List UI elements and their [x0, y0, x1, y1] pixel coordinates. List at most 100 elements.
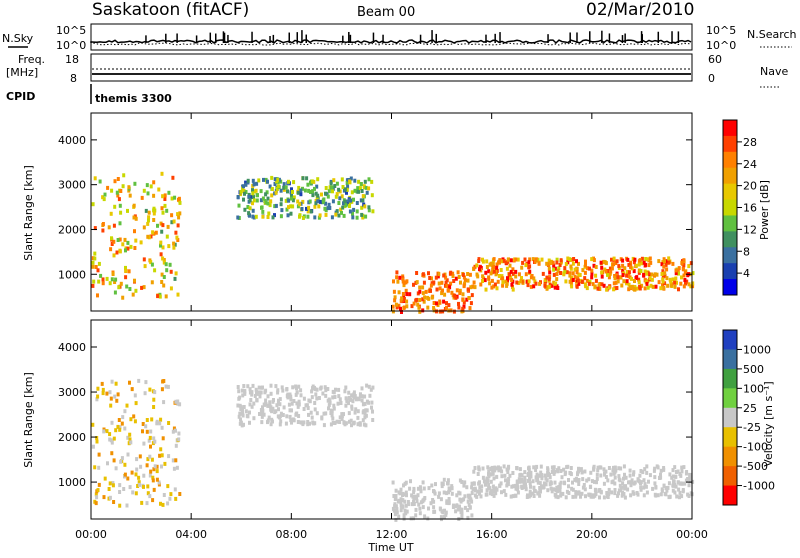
power-cell [509, 275, 513, 280]
power-cell [275, 186, 279, 191]
power-cell [299, 192, 303, 197]
power-cell [440, 291, 444, 296]
power-cell [556, 286, 560, 290]
power-cell [144, 208, 148, 213]
velocity-cell [134, 401, 138, 406]
power-cell [461, 297, 465, 302]
power-cell [653, 272, 657, 277]
power-cell [547, 284, 551, 289]
velocity-cell [544, 482, 548, 487]
velocity-cell [290, 408, 293, 413]
velocity-cell [95, 436, 99, 440]
power-cell [162, 283, 166, 288]
power-colorbar-tick-label: 24 [743, 158, 757, 171]
power-cell [133, 246, 137, 250]
power-cell [175, 235, 179, 240]
velocity-cell [531, 491, 535, 496]
velocity-cell [454, 509, 458, 514]
power-cell [612, 287, 616, 292]
power-cell [255, 198, 259, 203]
power-cell [428, 276, 432, 280]
power-cell [682, 273, 686, 278]
velocity-cell [678, 481, 682, 486]
velocity-cell [680, 494, 684, 499]
power-cell [687, 264, 691, 269]
velocity-cell [466, 493, 470, 498]
velocity-cell [470, 481, 474, 486]
velocity-cell [276, 390, 280, 395]
x-tick-label: 20:00 [576, 528, 608, 541]
power-cell [309, 209, 313, 214]
velocity-cell [588, 493, 592, 498]
power-cell [644, 257, 648, 261]
velocity-cell [437, 494, 441, 499]
power-cell [638, 258, 642, 263]
velocity-cell [406, 500, 410, 504]
power-cell [357, 189, 361, 194]
power-cell [147, 218, 150, 223]
velocity-cell [414, 513, 418, 518]
power-cell [646, 285, 650, 290]
noise-tick-left-bottom: 10^0 [56, 39, 86, 52]
velocity-cell [150, 417, 154, 422]
power-cell [629, 265, 633, 270]
velocity-cell [359, 392, 362, 397]
power-cell [550, 283, 554, 288]
power-cell [632, 260, 636, 265]
velocity-cell [96, 488, 100, 493]
power-cell [292, 180, 296, 185]
velocity-cell [618, 483, 622, 488]
power-cell [506, 278, 509, 283]
power-cell [493, 282, 497, 287]
velocity-cell [106, 461, 109, 466]
velocity-cell [688, 473, 692, 477]
velocity-cell [639, 469, 643, 473]
velocity-cell [645, 464, 649, 469]
velocity-cell [529, 474, 533, 479]
velocity-cell [324, 393, 328, 398]
velocity-cell [632, 491, 636, 496]
velocity-cell [151, 478, 155, 483]
power-cell [448, 285, 452, 290]
velocity-cell [108, 390, 112, 395]
y-tick-label: 4000 [58, 134, 86, 147]
velocity-cell [542, 485, 546, 490]
power-cell [543, 278, 547, 282]
velocity-cell [242, 384, 246, 388]
velocity-cell [364, 423, 368, 428]
power-cell [305, 176, 309, 181]
power-cell [332, 178, 336, 183]
x-tick-label: 16:00 [476, 528, 508, 541]
velocity-cell [581, 485, 585, 490]
power-cell [140, 285, 144, 290]
velocity-cell [160, 387, 164, 392]
velocity-cell [270, 409, 274, 414]
velocity-cell [153, 464, 157, 469]
power-cell [568, 257, 571, 262]
power-cell [478, 267, 481, 272]
velocity-cell [606, 478, 610, 483]
power-cell [405, 292, 409, 297]
power-cell [274, 203, 278, 208]
velocity-cell [147, 438, 151, 443]
velocity-cell [282, 405, 286, 410]
velocity-cell [630, 480, 634, 485]
power-cell [607, 275, 611, 280]
velocity-cell [158, 453, 162, 458]
power-cell [317, 204, 321, 209]
power-cell [445, 305, 448, 310]
velocity-cell [494, 491, 498, 496]
velocity-cell [458, 478, 462, 483]
power-cell [642, 260, 646, 265]
velocity-cell [439, 515, 443, 520]
velocity-cell [443, 514, 446, 519]
velocity-cell [130, 387, 134, 392]
power-cell [538, 281, 542, 286]
power-cell [142, 257, 146, 262]
power-cell [475, 272, 479, 277]
velocity-cell [127, 441, 131, 446]
velocity-cell [618, 478, 622, 483]
power-cell [165, 234, 169, 239]
velocity-cell [166, 384, 170, 389]
power-cell [657, 259, 661, 264]
